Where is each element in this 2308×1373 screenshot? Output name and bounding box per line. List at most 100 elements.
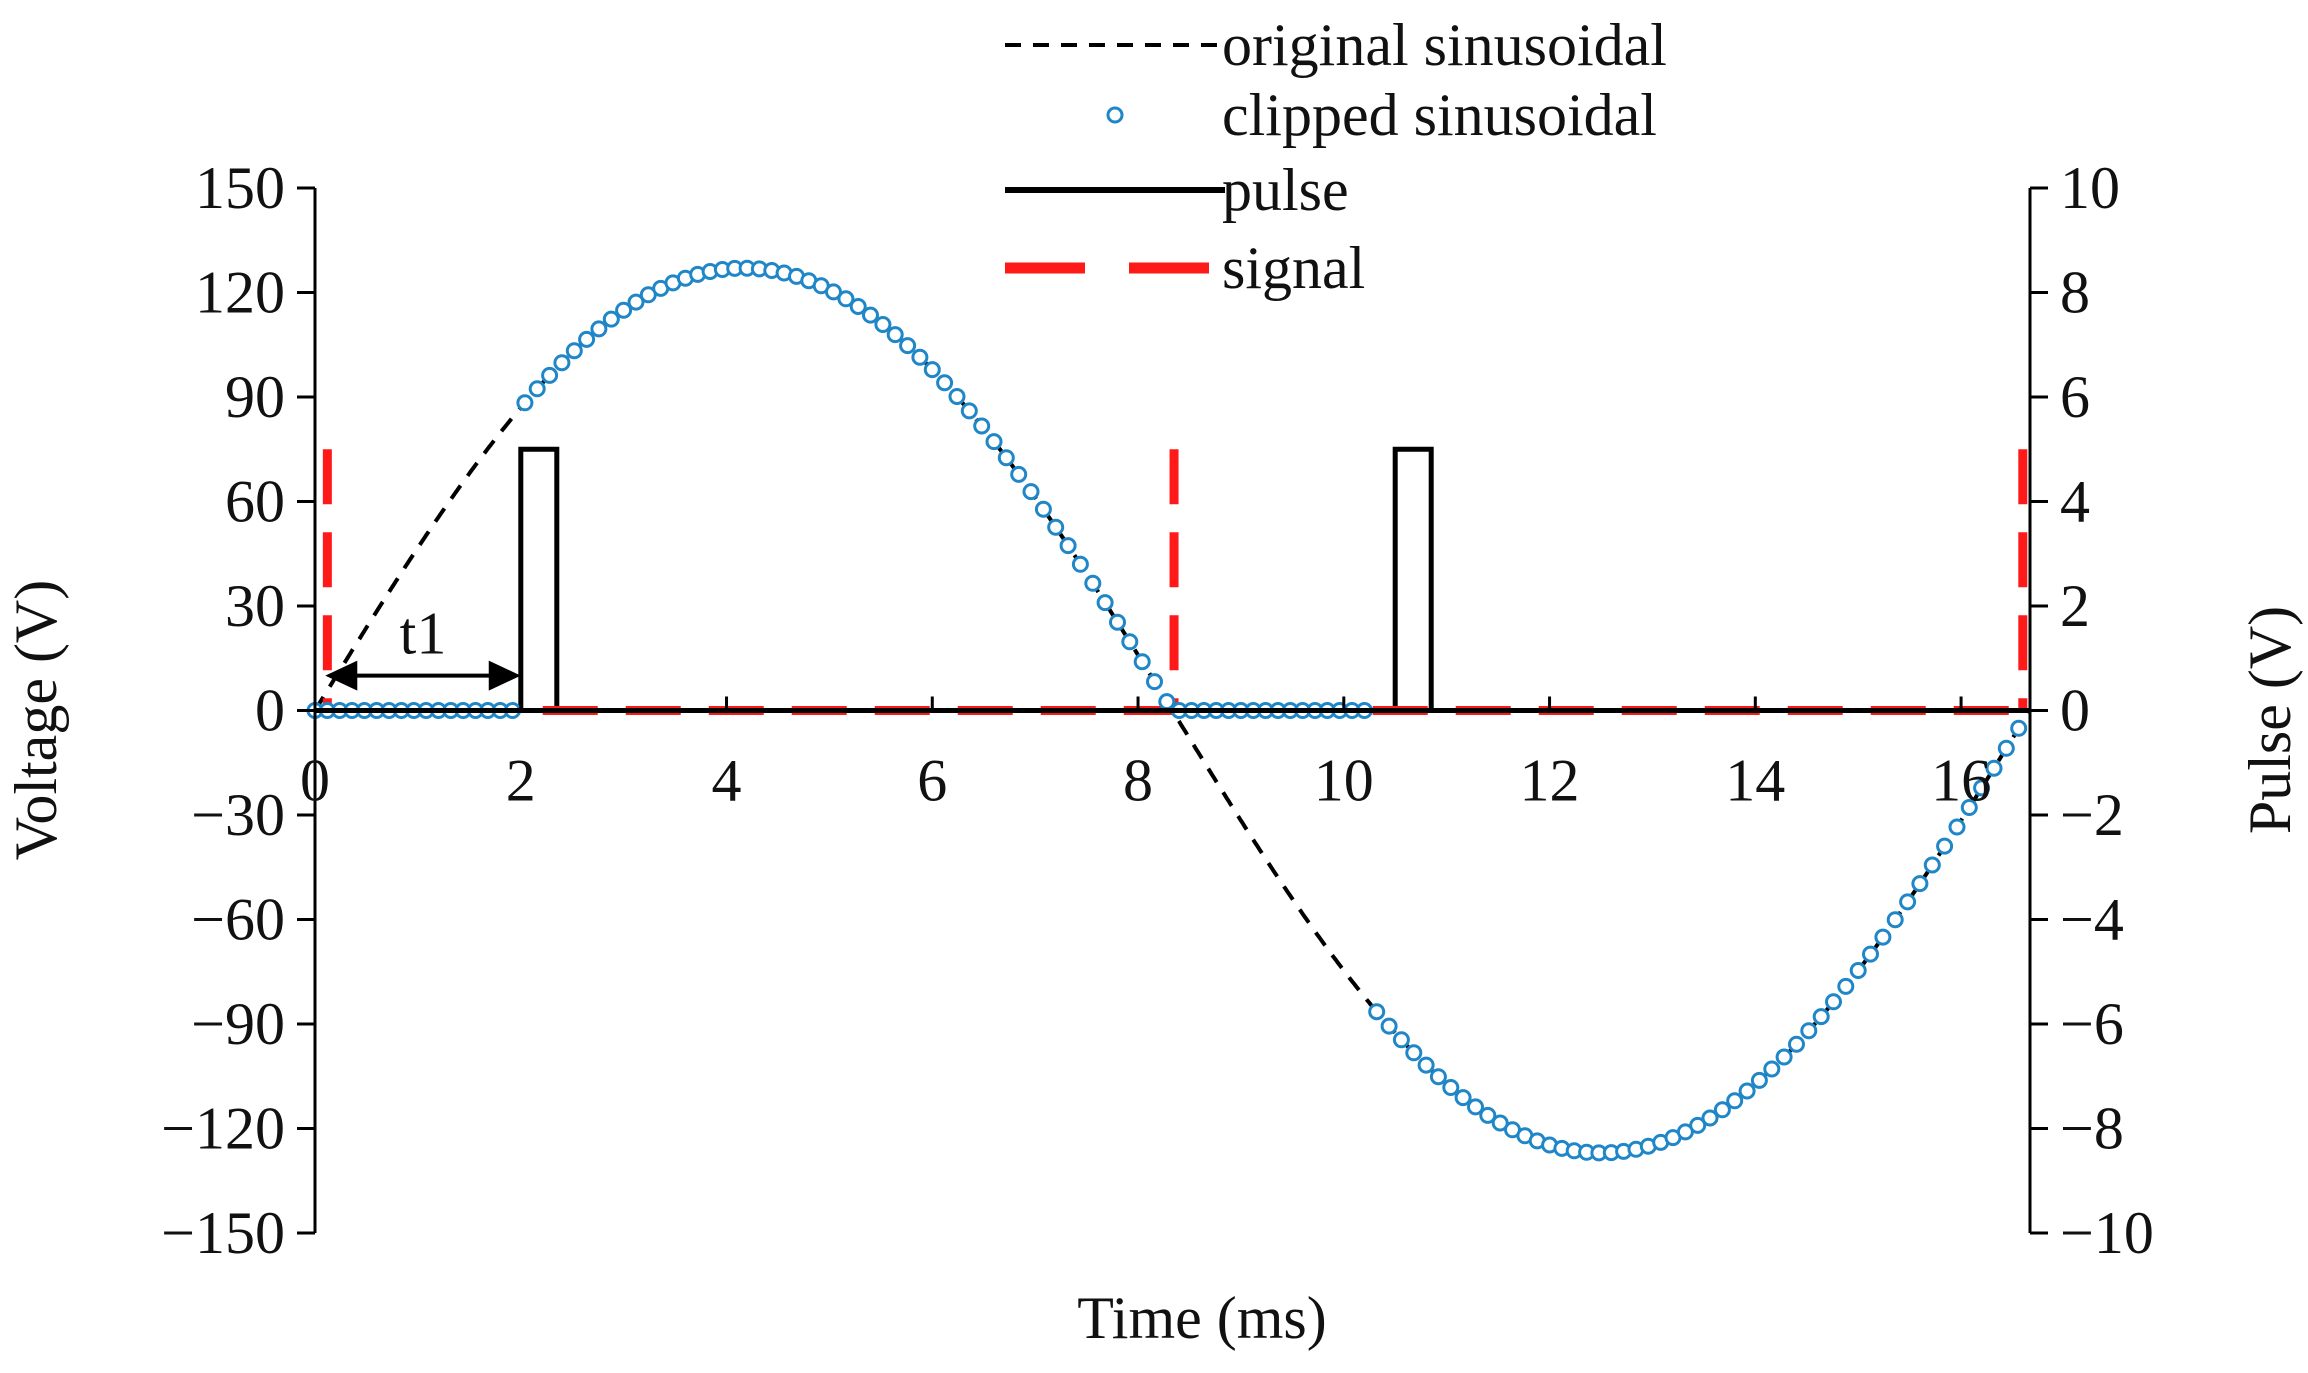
axes-layer: 1501209060300−30−60−90−120−1501086420−2−… bbox=[161, 155, 2154, 1266]
y2-tick-label: −4 bbox=[2060, 887, 2124, 953]
clipped-point bbox=[1701, 1109, 1719, 1127]
y2-tick-label: −2 bbox=[2060, 782, 2124, 848]
clipped-point bbox=[1417, 1056, 1435, 1074]
clipped-point bbox=[1454, 1089, 1472, 1107]
annotation-layer: t1 bbox=[325, 601, 521, 691]
clipped-point bbox=[1775, 1048, 1793, 1066]
clipped-point bbox=[1010, 465, 1028, 483]
clipped-point bbox=[1997, 739, 2015, 757]
clipped-point bbox=[1825, 993, 1842, 1011]
clipped-point bbox=[1071, 555, 1089, 573]
clipped-point bbox=[1985, 759, 2003, 777]
legend-swatch-clipped bbox=[1106, 106, 1124, 124]
t1-arrow-left-head bbox=[325, 660, 358, 691]
x-tick-label: 0 bbox=[300, 748, 330, 814]
clipped-point bbox=[960, 402, 978, 420]
clipped-point bbox=[1812, 1008, 1830, 1026]
clipped-point bbox=[1121, 633, 1139, 651]
y-tick-label: 30 bbox=[225, 573, 285, 639]
y2-tick-label: −10 bbox=[2060, 1200, 2154, 1266]
clipped-point bbox=[985, 433, 1003, 451]
clipped-point bbox=[1368, 1003, 1386, 1021]
x-tick-label: 4 bbox=[712, 748, 742, 814]
legend-label-clipped: clipped sinusoidal bbox=[1222, 82, 1657, 148]
clipped-point bbox=[1849, 962, 1867, 979]
y-tick-label: 120 bbox=[195, 260, 285, 326]
clipped-point bbox=[1084, 574, 1102, 592]
clipped-point bbox=[1948, 818, 1966, 836]
y2-tick-label: 0 bbox=[2060, 678, 2090, 744]
y2-tick-label: −6 bbox=[2060, 991, 2124, 1057]
clipped-point bbox=[886, 326, 904, 344]
clipped-point bbox=[1837, 977, 1855, 995]
clipped-point bbox=[553, 354, 571, 372]
clipped-point bbox=[1392, 1031, 1410, 1049]
y2-tick-label: 8 bbox=[2060, 260, 2090, 326]
clipped-point bbox=[825, 283, 842, 301]
clipped-point bbox=[1738, 1082, 1756, 1100]
clipped-point bbox=[1960, 799, 1978, 816]
clipped-point bbox=[1800, 1022, 1818, 1040]
clipped-point bbox=[1726, 1092, 1744, 1110]
clipped-point bbox=[1429, 1068, 1447, 1086]
clipped-point bbox=[1133, 653, 1151, 671]
clipped-point bbox=[849, 298, 867, 315]
y-axis-title: Voltage (V) bbox=[3, 580, 69, 861]
clipped-point bbox=[837, 290, 855, 308]
clipped-point bbox=[1689, 1116, 1707, 1134]
y2-tick-label: 6 bbox=[2060, 364, 2090, 430]
clipped-point bbox=[627, 293, 645, 311]
clipped-point bbox=[997, 449, 1015, 467]
y2-tick-label: 2 bbox=[2060, 573, 2090, 639]
clipped-point bbox=[948, 388, 966, 405]
y2-axis-title: Pulse (V) bbox=[2237, 606, 2303, 834]
y2-tick-label: 4 bbox=[2060, 469, 2090, 535]
clipped-point bbox=[2010, 719, 2028, 737]
clipped-point bbox=[1874, 928, 1892, 946]
clipped-point bbox=[1713, 1101, 1731, 1119]
clipped-point bbox=[590, 320, 608, 338]
clipped-point bbox=[565, 342, 583, 360]
clipped-point bbox=[936, 374, 954, 392]
clipped-point bbox=[1750, 1071, 1768, 1089]
y2-tick-label: −8 bbox=[2060, 1096, 2124, 1162]
clipped-point bbox=[528, 380, 546, 398]
clipped-point bbox=[516, 394, 534, 412]
legend-label-original: original sinusoidal bbox=[1222, 12, 1667, 78]
y-tick-label: 0 bbox=[255, 678, 285, 744]
clipped-point bbox=[923, 361, 941, 379]
y-tick-label: −60 bbox=[191, 887, 285, 953]
clipped-point bbox=[578, 330, 596, 348]
clipped-point bbox=[874, 316, 892, 333]
t1-label: t1 bbox=[400, 601, 447, 667]
clipped-point bbox=[1442, 1079, 1460, 1096]
y-tick-label: 90 bbox=[225, 364, 285, 430]
x-tick-label: 6 bbox=[917, 748, 947, 814]
x-tick-label: 8 bbox=[1123, 748, 1153, 814]
clipped-point bbox=[1788, 1035, 1805, 1053]
x-axis-title: Time (ms) bbox=[1077, 1285, 1327, 1351]
clipped-point bbox=[899, 337, 917, 355]
y-tick-label: 150 bbox=[195, 155, 285, 221]
clipped-point bbox=[1096, 594, 1114, 612]
y2-tick-label: 10 bbox=[2060, 155, 2120, 221]
x-tick-label: 12 bbox=[1520, 748, 1580, 814]
y-tick-label: −90 bbox=[191, 991, 285, 1057]
clipped-point bbox=[615, 301, 633, 319]
x-tick-label: 2 bbox=[506, 748, 536, 814]
clipped-point bbox=[1479, 1106, 1497, 1124]
clipped-point bbox=[541, 366, 559, 384]
clipped-point bbox=[1047, 518, 1065, 536]
clipped-point bbox=[973, 417, 991, 435]
clipped-point bbox=[1936, 837, 1954, 855]
y-tick-label: −150 bbox=[161, 1200, 285, 1266]
legend-label-signal: signal bbox=[1222, 235, 1365, 301]
clipped-point bbox=[602, 310, 620, 328]
clipped-point bbox=[1491, 1114, 1509, 1132]
clipped-point bbox=[1886, 911, 1904, 929]
clipped-point bbox=[1405, 1044, 1423, 1062]
clipped-point bbox=[1911, 875, 1929, 893]
x-tick-label: 14 bbox=[1725, 748, 1785, 814]
